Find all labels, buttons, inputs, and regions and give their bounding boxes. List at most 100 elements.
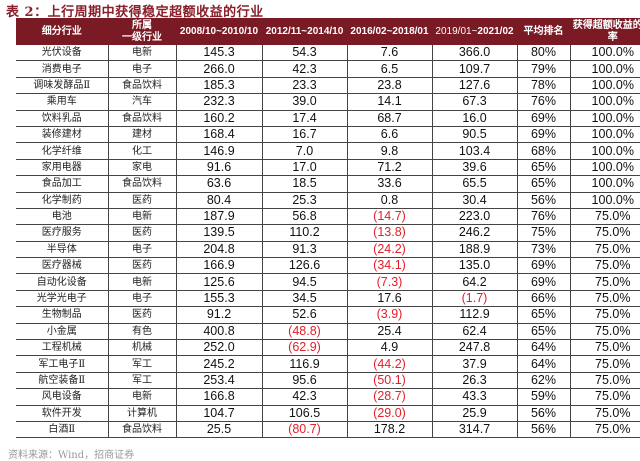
cell-p1: 187.9	[176, 208, 263, 226]
cell-p1: 145.3	[176, 45, 263, 62]
table-row: 光伏设备 电新 145.3 54.3 7.6 366.0 80% 100.0%	[16, 45, 640, 62]
cell-name: 化学纤维	[16, 142, 109, 160]
table-row: 软件开发 计算机 104.7 106.5 (29.0) 25.9 56% 75.0%	[16, 405, 640, 422]
cell-prob: 75.0%	[570, 388, 640, 406]
cell-p2: (62.9)	[262, 339, 348, 357]
cell-p3: (24.2)	[347, 241, 433, 259]
cell-name: 软件开发	[16, 405, 109, 422]
cell-rank: 73%	[517, 241, 571, 259]
cell-p4: 25.9	[432, 405, 518, 422]
cell-prob: 75.0%	[570, 224, 640, 242]
cell-name: 医疗服务	[16, 224, 109, 242]
cell-name: 电池	[16, 208, 109, 226]
cell-parent: 军工	[108, 372, 177, 390]
table-row: 电池 电新 187.9 56.8 (14.7) 223.0 76% 75.0%	[16, 208, 640, 226]
cell-p1: 139.5	[176, 224, 263, 242]
cell-p4: 103.4	[432, 142, 518, 160]
cell-p4: 39.6	[432, 159, 518, 177]
table-row: 调味发酵品Ⅱ 食品饮料 185.3 23.3 23.8 127.6 78% 100.0%	[16, 77, 640, 95]
cell-prob: 75.0%	[570, 405, 640, 422]
cell-p1: 266.0	[176, 60, 263, 78]
cell-parent: 电新	[108, 208, 177, 226]
cell-prob: 75.0%	[570, 355, 640, 373]
cell-rank: 76%	[517, 208, 571, 226]
cell-prob: 100.0%	[570, 192, 640, 209]
cell-parent: 计算机	[108, 405, 177, 422]
cell-p3: 68.7	[347, 110, 433, 127]
cell-p2: 91.3	[262, 241, 348, 259]
cell-p4: 314.7	[432, 421, 518, 439]
cell-name: 调味发酵品Ⅱ	[16, 77, 109, 95]
cell-p1: 252.0	[176, 339, 263, 357]
cell-p3: 6.5	[347, 60, 433, 78]
cell-name: 光学光电子	[16, 290, 109, 308]
cell-prob: 75.0%	[570, 372, 640, 390]
cell-p4: 135.0	[432, 257, 518, 275]
table-row: 化学制药 医药 80.4 25.3 0.8 30.4 56% 100.0%	[16, 192, 640, 209]
cell-prob: 100.0%	[570, 159, 640, 177]
cell-p3: 25.4	[347, 323, 433, 341]
table-row: 医疗服务 医药 139.5 110.2 (13.8) 246.2 75% 75.0%	[16, 224, 640, 242]
cell-rank: 79%	[517, 60, 571, 78]
cell-rank: 66%	[517, 290, 571, 308]
cell-prob: 100.0%	[570, 60, 640, 78]
cell-p4: 26.3	[432, 372, 518, 390]
cell-name: 乘用车	[16, 93, 109, 111]
cell-p4: 90.5	[432, 126, 518, 144]
cell-p1: 166.8	[176, 388, 263, 406]
cell-name: 化学制药	[16, 192, 109, 209]
cell-p4: (1.7)	[432, 290, 518, 308]
cell-rank: 56%	[517, 421, 571, 439]
cell-parent: 医药	[108, 192, 177, 209]
cell-p1: 91.6	[176, 159, 263, 177]
cell-p2: 94.5	[262, 273, 348, 291]
cell-prob: 75.0%	[570, 257, 640, 275]
cell-name: 半导体	[16, 241, 109, 259]
table-row: 医疗器械 医药 166.9 126.6 (34.1) 135.0 69% 75.0%	[16, 257, 640, 275]
cell-p1: 125.6	[176, 273, 263, 291]
cell-p1: 253.4	[176, 372, 263, 390]
cell-prob: 100.0%	[570, 126, 640, 144]
cell-prob: 75.0%	[570, 241, 640, 259]
cell-rank: 64%	[517, 355, 571, 373]
cell-p3: 14.1	[347, 93, 433, 111]
cell-name: 军工电子Ⅱ	[16, 355, 109, 373]
cell-parent: 食品饮料	[108, 175, 177, 193]
cell-p2: 18.5	[262, 175, 348, 193]
table-row: 乘用车 汽车 232.3 39.0 14.1 67.3 76% 100.0%	[16, 93, 640, 111]
cell-p3: 0.8	[347, 192, 433, 209]
industry-excess-return-table: 细分行业 所属 一级行业 2008/10~2010/10 2012/11~2014…	[16, 18, 640, 439]
cell-prob: 75.0%	[570, 273, 640, 291]
cell-prob: 100.0%	[570, 142, 640, 160]
cell-rank: 69%	[517, 257, 571, 275]
cell-p3: 7.6	[347, 45, 433, 62]
cell-name: 工程机械	[16, 339, 109, 357]
cell-p2: 17.4	[262, 110, 348, 127]
cell-name: 医疗器械	[16, 257, 109, 275]
cell-p3: (14.7)	[347, 208, 433, 226]
header-period-1: 2008/10~2010/10	[176, 18, 263, 45]
cell-name: 光伏设备	[16, 45, 109, 62]
cell-rank: 68%	[517, 142, 571, 160]
header-parent-line2: 一级行业	[122, 31, 162, 43]
cell-p4: 65.5	[432, 175, 518, 193]
cell-name: 食品加工	[16, 175, 109, 193]
cell-rank: 59%	[517, 388, 571, 406]
cell-p2: 23.3	[262, 77, 348, 95]
cell-rank: 65%	[517, 306, 571, 324]
cell-parent: 化工	[108, 142, 177, 160]
cell-parent: 医药	[108, 257, 177, 275]
cell-p4: 109.7	[432, 60, 518, 78]
header-row: 细分行业 所属 一级行业 2008/10~2010/10 2012/11~2014…	[16, 18, 640, 45]
cell-p3: (3.9)	[347, 306, 433, 324]
cell-name: 装修建材	[16, 126, 109, 144]
cell-prob: 75.0%	[570, 421, 640, 439]
cell-p2: 39.0	[262, 93, 348, 111]
cell-p4: 247.8	[432, 339, 518, 357]
cell-p3: 71.2	[347, 159, 433, 177]
cell-parent: 汽车	[108, 93, 177, 111]
cell-p4: 64.2	[432, 273, 518, 291]
cell-prob: 75.0%	[570, 323, 640, 341]
cell-p2: 126.6	[262, 257, 348, 275]
cell-p3: (7.3)	[347, 273, 433, 291]
